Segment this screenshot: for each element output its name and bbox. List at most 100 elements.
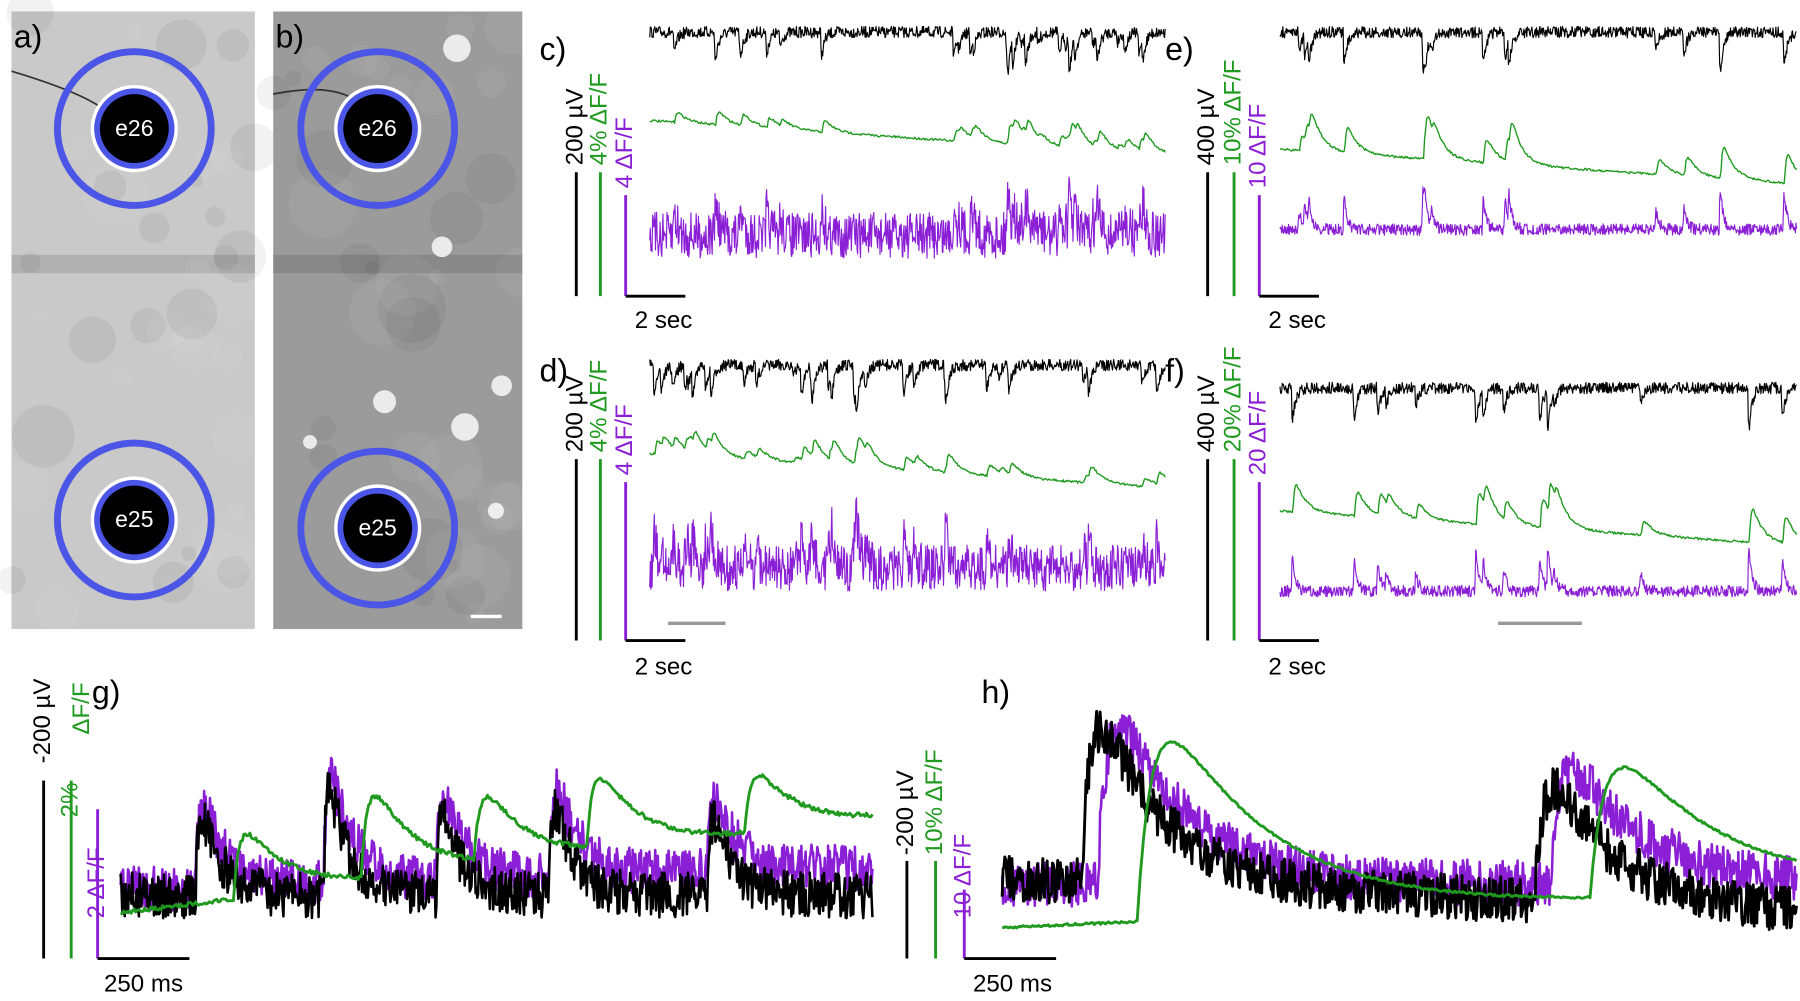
texture <box>139 212 170 244</box>
electrode <box>99 94 169 164</box>
panel-label: c) <box>540 31 567 67</box>
texture <box>363 55 389 81</box>
texture <box>385 296 441 352</box>
texture <box>429 191 483 245</box>
texture <box>445 575 485 616</box>
scale-label: 250 ms <box>104 970 183 997</box>
roi-ring <box>297 447 459 609</box>
electrode <box>343 493 413 563</box>
trace <box>1279 186 1798 236</box>
texture <box>230 123 278 172</box>
cell <box>443 34 471 62</box>
texture <box>184 257 211 284</box>
trace <box>1279 113 1798 185</box>
trace <box>1279 547 1798 598</box>
trace <box>1000 709 1798 932</box>
trace <box>119 771 874 920</box>
texture <box>429 268 446 285</box>
texture <box>377 274 447 343</box>
tissue-band <box>11 254 255 274</box>
trace <box>649 430 1166 488</box>
scale-label: 2% <box>57 783 84 818</box>
scale-label: 200 µV <box>562 375 589 452</box>
trace <box>1279 381 1797 432</box>
trace <box>649 176 1166 259</box>
texture <box>211 340 244 373</box>
scale-label: -200 µV <box>892 770 919 855</box>
texture <box>0 566 26 595</box>
texture <box>209 140 243 174</box>
texture <box>495 247 546 298</box>
scale-label: 2 sec <box>635 653 693 680</box>
texture <box>123 22 142 41</box>
scale-label: 2 sec <box>635 307 693 334</box>
texture <box>145 310 187 351</box>
texture <box>160 574 173 588</box>
cell <box>491 375 512 397</box>
panel-label: b) <box>276 19 305 55</box>
texture <box>446 544 511 609</box>
scale-label: 4 ΔF/F <box>611 117 638 188</box>
texture <box>465 153 517 205</box>
texture <box>195 530 258 593</box>
electrode-label: e26 <box>359 115 397 141</box>
texture <box>302 46 330 74</box>
texture <box>113 367 133 388</box>
electrode <box>99 485 169 555</box>
texture <box>256 75 291 111</box>
scale-label: 400 µV <box>1193 375 1220 452</box>
texture <box>364 261 380 277</box>
texture <box>201 263 263 325</box>
scale-label: 10% ΔF/F <box>921 749 948 855</box>
texture <box>166 288 218 340</box>
panel-label: a) <box>14 19 43 55</box>
texture <box>448 465 486 502</box>
cell <box>303 435 317 449</box>
scale-label: 400 µV <box>1193 88 1220 165</box>
panel-label: f) <box>1165 353 1185 389</box>
texture <box>339 242 380 283</box>
texture <box>375 254 438 316</box>
texture <box>213 244 239 270</box>
scale-label: 4 ΔF/F <box>611 404 638 475</box>
trace <box>120 773 874 916</box>
texture <box>130 307 166 344</box>
panel-label: d) <box>540 353 569 389</box>
texture <box>173 325 205 356</box>
roi-ring <box>297 48 459 209</box>
panel-label: h) <box>982 674 1011 710</box>
texture <box>285 70 302 87</box>
cell <box>451 413 479 441</box>
electrode-label: e25 <box>359 514 397 540</box>
texture <box>216 29 249 62</box>
scale-label: 2 sec <box>1268 307 1326 334</box>
trace <box>649 25 1166 75</box>
trace <box>649 497 1166 592</box>
texture <box>64 137 89 161</box>
texture <box>226 500 246 520</box>
texture <box>192 509 261 578</box>
trace <box>1279 482 1798 544</box>
scale-label: 2 sec <box>1268 653 1326 680</box>
trace <box>119 756 874 912</box>
texture <box>11 404 75 468</box>
roi-ring <box>53 48 215 209</box>
texture <box>34 307 47 320</box>
texture <box>94 170 127 203</box>
electrode <box>343 94 413 164</box>
roi-ring <box>53 439 215 601</box>
texture <box>288 169 357 239</box>
trace <box>649 111 1166 153</box>
scale-label: 20 ΔF/F <box>1245 391 1272 475</box>
scale-label: 250 ms <box>973 970 1052 997</box>
texture <box>484 0 540 55</box>
texture <box>83 160 149 227</box>
scale-label: 4% ΔF/F <box>586 73 613 165</box>
scale-label: -200 µV <box>29 679 56 764</box>
texture <box>205 206 226 227</box>
scale-label: 10% ΔF/F <box>1219 59 1246 165</box>
electrode-label: e25 <box>115 506 153 532</box>
scale-label: 4% ΔF/F <box>586 360 613 452</box>
scale-label: 200 µV <box>562 88 589 165</box>
